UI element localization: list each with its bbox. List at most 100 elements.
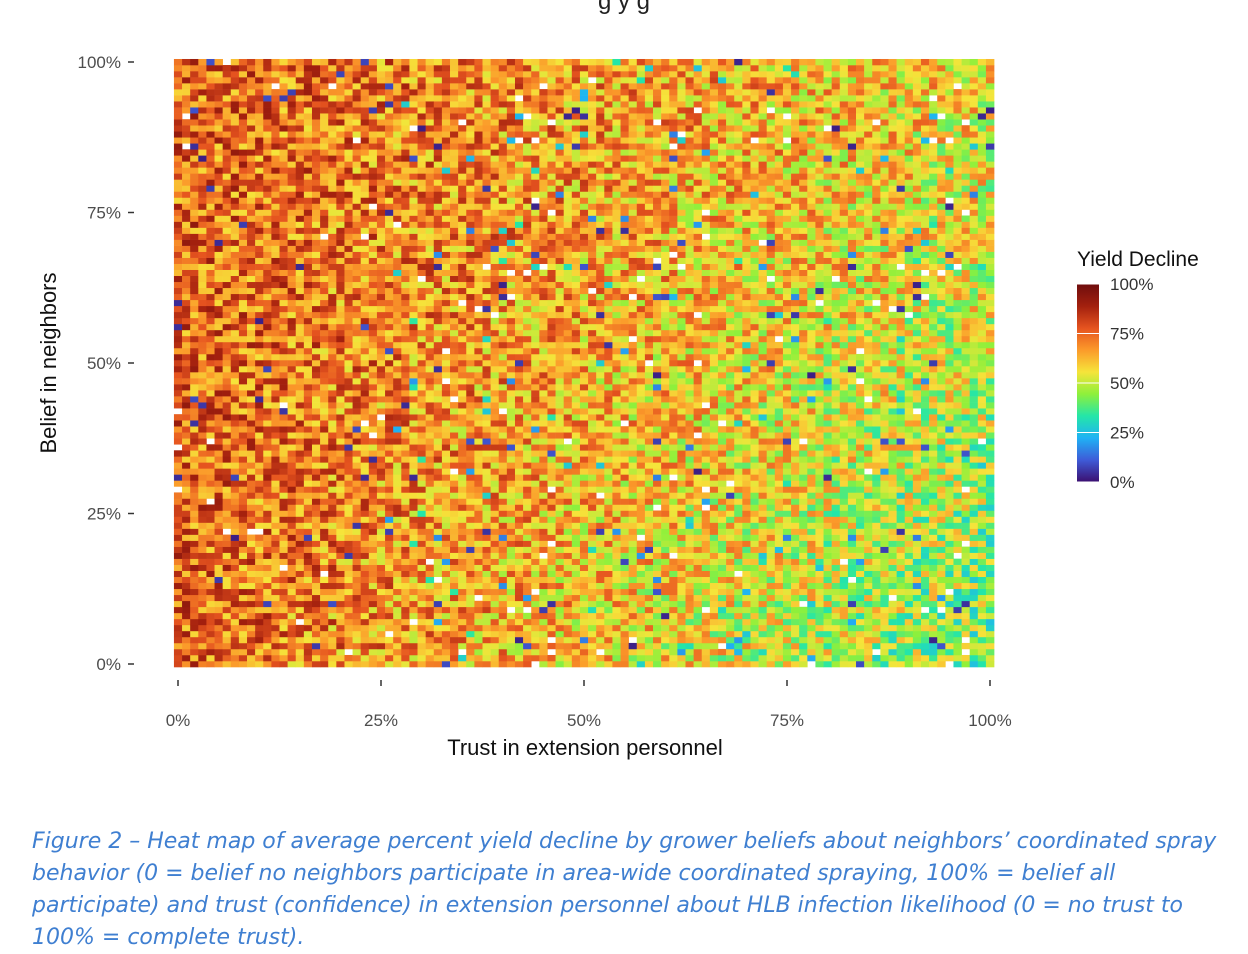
- heatmap-cell: [230, 402, 240, 409]
- heatmap-cell: [182, 540, 191, 547]
- heatmap-cell: [271, 107, 280, 114]
- heatmap-cell: [271, 522, 280, 529]
- heatmap-cell: [458, 510, 467, 517]
- heatmap-cell: [571, 119, 581, 126]
- heatmap-cell: [368, 209, 378, 216]
- heatmap-cell: [441, 540, 451, 547]
- heatmap-cell: [271, 275, 280, 283]
- heatmap-cell: [206, 269, 215, 277]
- heatmap-cell: [563, 552, 573, 559]
- heatmap-cell: [287, 606, 297, 614]
- heatmap-cell: [393, 588, 402, 596]
- heatmap-cell: [336, 486, 345, 493]
- heatmap-cell: [523, 305, 532, 313]
- heatmap-cell: [441, 329, 451, 337]
- heatmap-cell: [474, 378, 483, 385]
- heatmap-cell: [360, 630, 370, 638]
- heatmap-cell: [206, 197, 215, 204]
- heatmap-cell: [409, 444, 418, 451]
- heatmap-cell: [531, 456, 540, 463]
- heatmap-cell: [303, 384, 313, 391]
- heatmap-cell: [555, 408, 564, 415]
- heatmap-cell: [376, 341, 386, 349]
- heatmap-cell: [474, 606, 483, 614]
- heatmap-cell: [368, 95, 378, 102]
- heatmap-cell: [433, 125, 443, 132]
- heatmap-cell: [311, 155, 321, 162]
- heatmap-cell: [336, 642, 345, 650]
- heatmap-cell: [506, 149, 516, 156]
- heatmap-cell: [222, 534, 232, 541]
- heatmap-cell: [555, 359, 564, 367]
- heatmap-cell: [555, 366, 564, 373]
- heatmap-cell: [425, 65, 435, 72]
- heatmap-cell: [344, 125, 353, 132]
- heatmap-cell: [247, 101, 256, 108]
- heatmap-cell: [498, 426, 508, 433]
- heatmap-cell: [214, 432, 223, 439]
- heatmap-cell: [287, 119, 297, 126]
- heatmap-cell: [214, 221, 223, 228]
- heatmap-cell: [247, 335, 256, 343]
- heatmap-cell: [506, 323, 516, 331]
- heatmap-cell: [393, 263, 402, 270]
- heatmap-cell: [238, 197, 248, 204]
- heatmap-cell: [360, 444, 370, 451]
- heatmap-cell: [368, 588, 378, 596]
- heatmap-cell: [450, 570, 459, 578]
- heatmap-cell: [433, 281, 443, 289]
- heatmap-cell: [417, 432, 426, 439]
- heatmap-cell: [458, 353, 467, 361]
- heatmap-cell: [376, 582, 386, 590]
- heatmap-cell: [238, 179, 248, 186]
- heatmap-cell: [311, 239, 321, 246]
- heatmap-cell: [490, 642, 500, 650]
- heatmap-cell: [498, 275, 508, 283]
- heatmap-cell: [539, 209, 548, 216]
- heatmap-cell: [368, 179, 378, 186]
- heatmap-cell: [458, 366, 467, 373]
- heatmap-cell: [506, 510, 516, 517]
- heatmap-cell: [295, 402, 305, 409]
- heatmap-cell: [344, 257, 353, 264]
- heatmap-cell: [344, 654, 353, 662]
- heatmap-cell: [295, 510, 305, 517]
- heatmap-cell: [523, 95, 532, 102]
- heatmap-cell: [514, 384, 524, 391]
- heatmap-cell: [433, 65, 443, 72]
- heatmap-cell: [263, 372, 272, 379]
- heatmap-cell: [320, 245, 329, 252]
- heatmap-cell: [450, 384, 459, 391]
- heatmap-cell: [433, 239, 443, 246]
- heatmap-cell: [376, 600, 386, 608]
- heatmap-cell: [376, 462, 386, 469]
- heatmap-cell: [295, 636, 305, 644]
- heatmap-cell: [523, 654, 532, 662]
- heatmap-cell: [311, 558, 321, 565]
- heatmap-cell: [303, 149, 313, 156]
- heatmap-cell: [425, 335, 435, 343]
- heatmap-cell: [360, 552, 370, 559]
- heatmap-cell: [393, 101, 402, 108]
- heatmap-cell: [555, 630, 564, 638]
- heatmap-cell: [214, 384, 223, 391]
- heatmap-cell: [368, 275, 378, 283]
- heatmap-cell: [393, 522, 402, 529]
- heatmap-cell: [247, 624, 256, 632]
- heatmap-cell: [295, 408, 305, 415]
- heatmap-cell: [514, 540, 524, 547]
- heatmap-cell: [523, 101, 532, 108]
- heatmap-cell: [401, 245, 410, 252]
- heatmap-cell: [433, 456, 443, 463]
- heatmap-cell: [311, 570, 321, 578]
- heatmap-cell: [441, 245, 451, 252]
- heatmap-cell: [425, 191, 435, 198]
- heatmap-cell: [287, 468, 297, 475]
- heatmap-cell: [393, 396, 402, 403]
- heatmap-cell: [206, 378, 215, 385]
- heatmap-cell: [514, 233, 524, 240]
- heatmap-cell: [425, 95, 435, 102]
- heatmap-cell: [393, 366, 402, 373]
- heatmap-cell: [385, 245, 394, 252]
- heatmap-cell: [336, 131, 345, 138]
